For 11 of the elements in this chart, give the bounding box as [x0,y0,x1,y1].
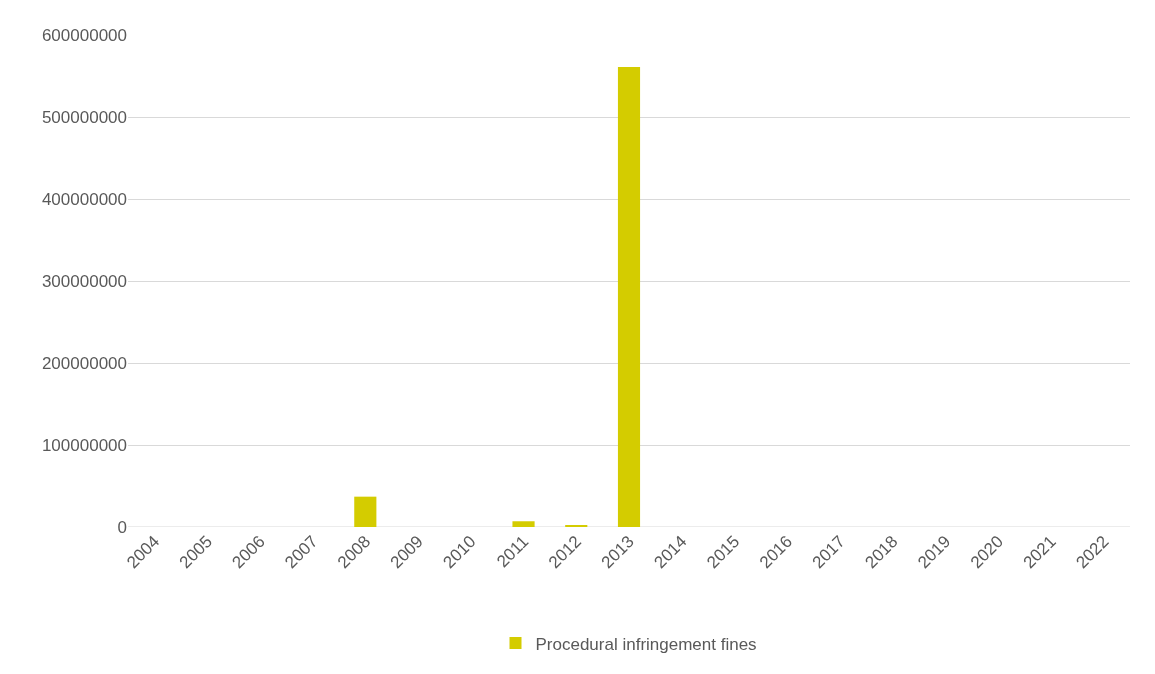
y-tick-label: 0 [117,517,127,537]
bar [617,66,641,527]
legend-label: Procedural infringement fines [535,634,757,654]
y-tick-label: 300000000 [41,271,127,291]
bar [354,496,377,527]
y-tick-label: 100000000 [41,435,127,455]
y-tick-label: 200000000 [41,353,127,373]
y-tick-label: 600000000 [41,25,127,45]
y-tick-label: 400000000 [41,189,127,209]
y-tick-label: 500000000 [41,107,127,127]
bar [512,521,535,527]
